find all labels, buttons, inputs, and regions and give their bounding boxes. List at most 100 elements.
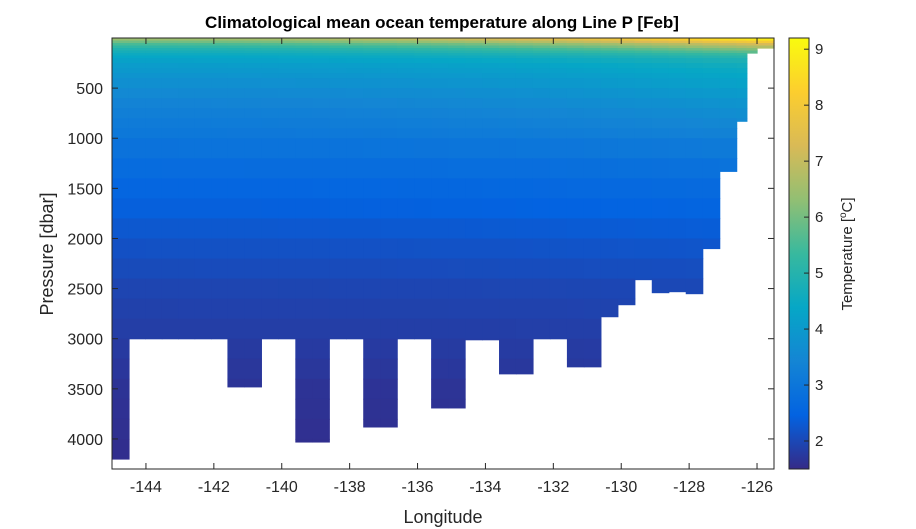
heatmap-cell xyxy=(145,238,163,260)
heatmap-cell xyxy=(414,45,432,49)
heatmap-cell xyxy=(112,38,130,42)
heatmap-cell xyxy=(244,48,262,52)
heatmap-cell xyxy=(178,218,196,240)
heatmap-cell xyxy=(397,98,415,109)
heatmap-cell xyxy=(128,178,146,199)
heatmap-cell xyxy=(515,55,534,59)
heatmap-cell xyxy=(261,278,279,300)
heatmap-cell xyxy=(346,73,364,79)
heatmap-cell xyxy=(465,298,483,320)
heatmap-cell xyxy=(448,398,466,409)
heatmap-cell xyxy=(112,238,130,260)
heatmap-cell xyxy=(448,278,466,300)
heatmap-cell xyxy=(583,198,602,220)
heatmap-cell xyxy=(651,118,670,129)
heatmap-cell xyxy=(329,98,347,109)
heatmap-cell xyxy=(549,158,568,179)
heatmap-cell xyxy=(145,68,163,74)
heatmap-cell xyxy=(295,398,313,420)
colorbar-label-unit: C] xyxy=(839,197,856,212)
heatmap-cell xyxy=(566,218,585,240)
heatmap-cell xyxy=(363,40,381,44)
heatmap-cell xyxy=(346,45,364,49)
heatmap-cell xyxy=(145,198,163,220)
heatmap-cell xyxy=(329,158,347,179)
heatmap-cell xyxy=(278,63,296,69)
heatmap-cell xyxy=(128,38,146,42)
heatmap-cell xyxy=(295,218,313,240)
heatmap-cell xyxy=(431,63,449,69)
heatmap-cell xyxy=(566,55,585,59)
heatmap-cell xyxy=(346,238,364,260)
heatmap-cell xyxy=(685,118,704,129)
heatmap-cell xyxy=(295,40,313,44)
heatmap-cell xyxy=(532,55,551,59)
heatmap-cell xyxy=(482,40,500,44)
heatmap-cell xyxy=(448,378,466,400)
heatmap-cell xyxy=(634,38,653,42)
heatmap-cell xyxy=(211,178,229,199)
heatmap-cell xyxy=(482,218,500,240)
heatmap-cell xyxy=(482,278,500,300)
heatmap-cell xyxy=(295,258,313,280)
heatmap-cell xyxy=(702,158,721,179)
heatmap-cell xyxy=(244,318,262,340)
heatmap-cell xyxy=(566,38,585,42)
heatmap-cell xyxy=(145,78,163,89)
heatmap-cell xyxy=(668,118,687,129)
heatmap-cell xyxy=(194,258,212,280)
heatmap-cell xyxy=(414,48,432,52)
heatmap-cell xyxy=(194,138,212,159)
heatmap-cell xyxy=(145,50,163,54)
heatmap-cell xyxy=(312,43,330,47)
heatmap-cell xyxy=(600,40,619,44)
heatmap-cell xyxy=(112,50,130,54)
heatmap-cell xyxy=(380,38,398,42)
heatmap-cell xyxy=(431,298,449,320)
heatmap-cell xyxy=(227,40,245,44)
heatmap-cell xyxy=(128,158,146,179)
colorbar-tick-label: 7 xyxy=(815,153,823,170)
heatmap-cell xyxy=(261,48,279,52)
heatmap-cell xyxy=(211,238,229,260)
heatmap-cell xyxy=(499,45,517,49)
heatmap-cell xyxy=(194,68,212,74)
heatmap-cell xyxy=(651,88,670,99)
heatmap-cell xyxy=(448,58,466,64)
heatmap-cell xyxy=(600,118,619,129)
heatmap-cell xyxy=(312,50,330,54)
heatmap-cell xyxy=(312,40,330,44)
heatmap-cell xyxy=(380,53,398,57)
heatmap-cell xyxy=(261,40,279,44)
heatmap-cell xyxy=(312,88,330,99)
heatmap-cell xyxy=(719,118,738,129)
heatmap-cell xyxy=(583,58,602,64)
heatmap-cell xyxy=(397,73,415,79)
heatmap-cell xyxy=(128,58,146,64)
heatmap-cell xyxy=(719,40,738,44)
heatmap-cell xyxy=(145,178,163,199)
heatmap-cell xyxy=(261,198,279,220)
heatmap-cell xyxy=(211,68,229,74)
heatmap-cell xyxy=(161,78,179,89)
heatmap-cell xyxy=(719,45,738,49)
heatmap-cell xyxy=(499,278,517,300)
heatmap-cell xyxy=(380,78,398,89)
heatmap-cell xyxy=(515,238,534,260)
heatmap-cell xyxy=(128,45,146,49)
heatmap-cell xyxy=(634,43,653,47)
heatmap-cell xyxy=(145,43,163,47)
heatmap-cell xyxy=(431,50,449,54)
heatmap-cell xyxy=(549,63,568,69)
heatmap-cell xyxy=(600,63,619,69)
heatmap-cell xyxy=(346,55,364,59)
heatmap-cell xyxy=(668,38,687,42)
heatmap-cell xyxy=(161,98,179,109)
heatmap-cell xyxy=(532,278,551,300)
heatmap-cell xyxy=(532,98,551,109)
heatmap-cell xyxy=(515,68,534,74)
heatmap-cell xyxy=(194,298,212,320)
heatmap-cell xyxy=(719,98,738,109)
heatmap-cell xyxy=(363,318,381,340)
heatmap-cell xyxy=(227,55,245,59)
